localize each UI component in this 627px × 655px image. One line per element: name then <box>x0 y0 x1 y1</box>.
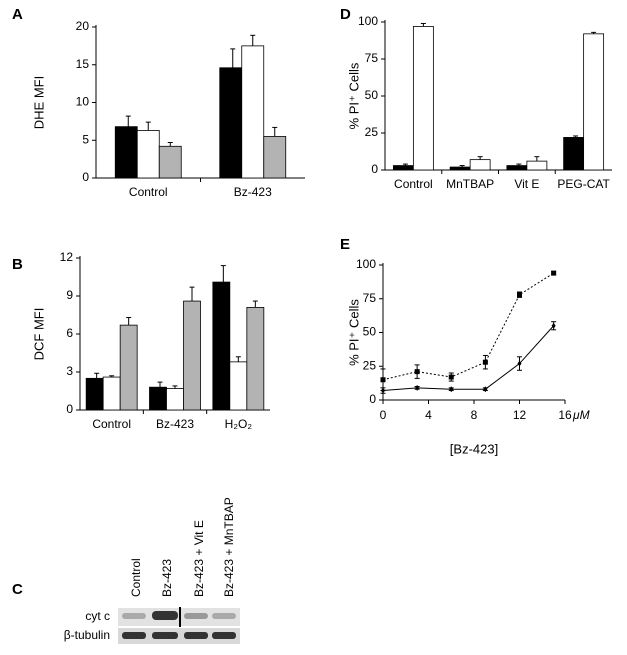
y-axis-title: % PI⁺ Cells <box>346 299 361 366</box>
y-tick-label: 25 <box>363 358 377 372</box>
y-tick-label: 75 <box>365 51 379 65</box>
lane-label: Bz-423 + MnTBAP <box>222 497 236 597</box>
marker <box>448 374 454 380</box>
x-tick-label: PEG-CAT <box>557 177 610 191</box>
x-tick-label: 8 <box>471 408 478 422</box>
bar <box>166 388 184 411</box>
bar <box>241 45 265 179</box>
bar <box>119 324 138 411</box>
bar <box>136 130 160 179</box>
x-tick-label: 16 <box>558 408 572 422</box>
marker <box>551 270 557 276</box>
marker <box>483 386 488 393</box>
y-tick-label: 12 <box>60 250 74 264</box>
bar <box>102 376 121 411</box>
bar <box>149 386 167 411</box>
bar <box>449 166 471 171</box>
y-tick-label: 0 <box>371 162 378 176</box>
line <box>382 272 554 381</box>
panel-label: E <box>340 236 350 253</box>
marker <box>415 384 420 391</box>
row-label: β-tubulin <box>64 628 110 642</box>
bar <box>246 306 265 411</box>
lane-label: Bz-423 <box>160 559 174 597</box>
x-tick-label: Bz-423 <box>156 417 194 431</box>
x-tick-label: Control <box>129 185 168 199</box>
x-tick-label: Bz-423 <box>234 185 272 199</box>
panel-label: C <box>12 581 23 598</box>
x-tick-label: Vit E <box>514 177 539 191</box>
marker <box>517 360 522 367</box>
y-tick-label: 100 <box>356 257 376 271</box>
y-tick-label: 10 <box>76 95 90 109</box>
y-axis-title: % PI⁺ Cells <box>346 62 361 129</box>
bar <box>212 281 231 411</box>
bar <box>85 377 104 411</box>
bar <box>114 126 138 179</box>
y-tick-label: 9 <box>66 288 73 302</box>
y-tick-label: 25 <box>365 125 379 139</box>
line <box>382 325 554 392</box>
bar <box>469 159 491 171</box>
x-unit: μM <box>572 408 590 422</box>
marker <box>380 377 386 383</box>
bar <box>526 160 548 171</box>
bar <box>158 145 182 179</box>
bar <box>412 26 434 171</box>
y-tick-label: 50 <box>365 88 379 102</box>
row-label: cyt c <box>85 609 110 623</box>
x-tick-label: Control <box>92 417 131 431</box>
y-tick-label: 100 <box>358 14 378 28</box>
y-axis-title: DCF MFI <box>31 308 46 361</box>
x-tick-label: 12 <box>513 408 527 422</box>
y-tick-label: 15 <box>76 57 90 71</box>
y-tick-label: 3 <box>66 364 73 378</box>
panel-label: B <box>12 256 23 273</box>
bar <box>583 33 605 171</box>
marker <box>551 322 556 329</box>
panel-label: D <box>340 6 351 23</box>
marker <box>381 387 385 394</box>
x-tick-label: MnTBAP <box>446 177 494 191</box>
blot <box>118 607 240 644</box>
bar <box>183 300 201 411</box>
bar <box>506 165 528 171</box>
y-tick-label: 6 <box>66 326 73 340</box>
y-tick-label: 5 <box>82 132 89 146</box>
bar <box>563 137 585 171</box>
marker <box>517 292 522 298</box>
x-tick-label: 0 <box>380 408 387 422</box>
x-tick-label: Control <box>394 177 433 191</box>
bar <box>219 67 243 179</box>
bar <box>229 361 248 411</box>
y-tick-label: 20 <box>76 19 90 33</box>
x-tick-label: H₂O₂ <box>225 417 253 431</box>
bar <box>263 136 287 179</box>
bar <box>392 165 414 171</box>
x-tick-label: 4 <box>425 408 432 422</box>
y-tick-label: 0 <box>369 392 376 406</box>
panel-label: A <box>12 6 23 23</box>
y-tick-label: 75 <box>363 291 377 305</box>
marker <box>449 386 454 393</box>
marker <box>482 359 488 365</box>
y-axis-title: DHE MFI <box>31 76 46 129</box>
lane-label: Control <box>129 558 143 597</box>
x-axis-title: [Bz-423] <box>450 441 498 456</box>
y-tick-label: 0 <box>66 402 73 416</box>
marker <box>414 369 420 375</box>
lane-label: Bz-423 + Vit E <box>192 520 206 597</box>
y-tick-label: 0 <box>82 170 89 184</box>
y-tick-label: 50 <box>363 325 377 339</box>
